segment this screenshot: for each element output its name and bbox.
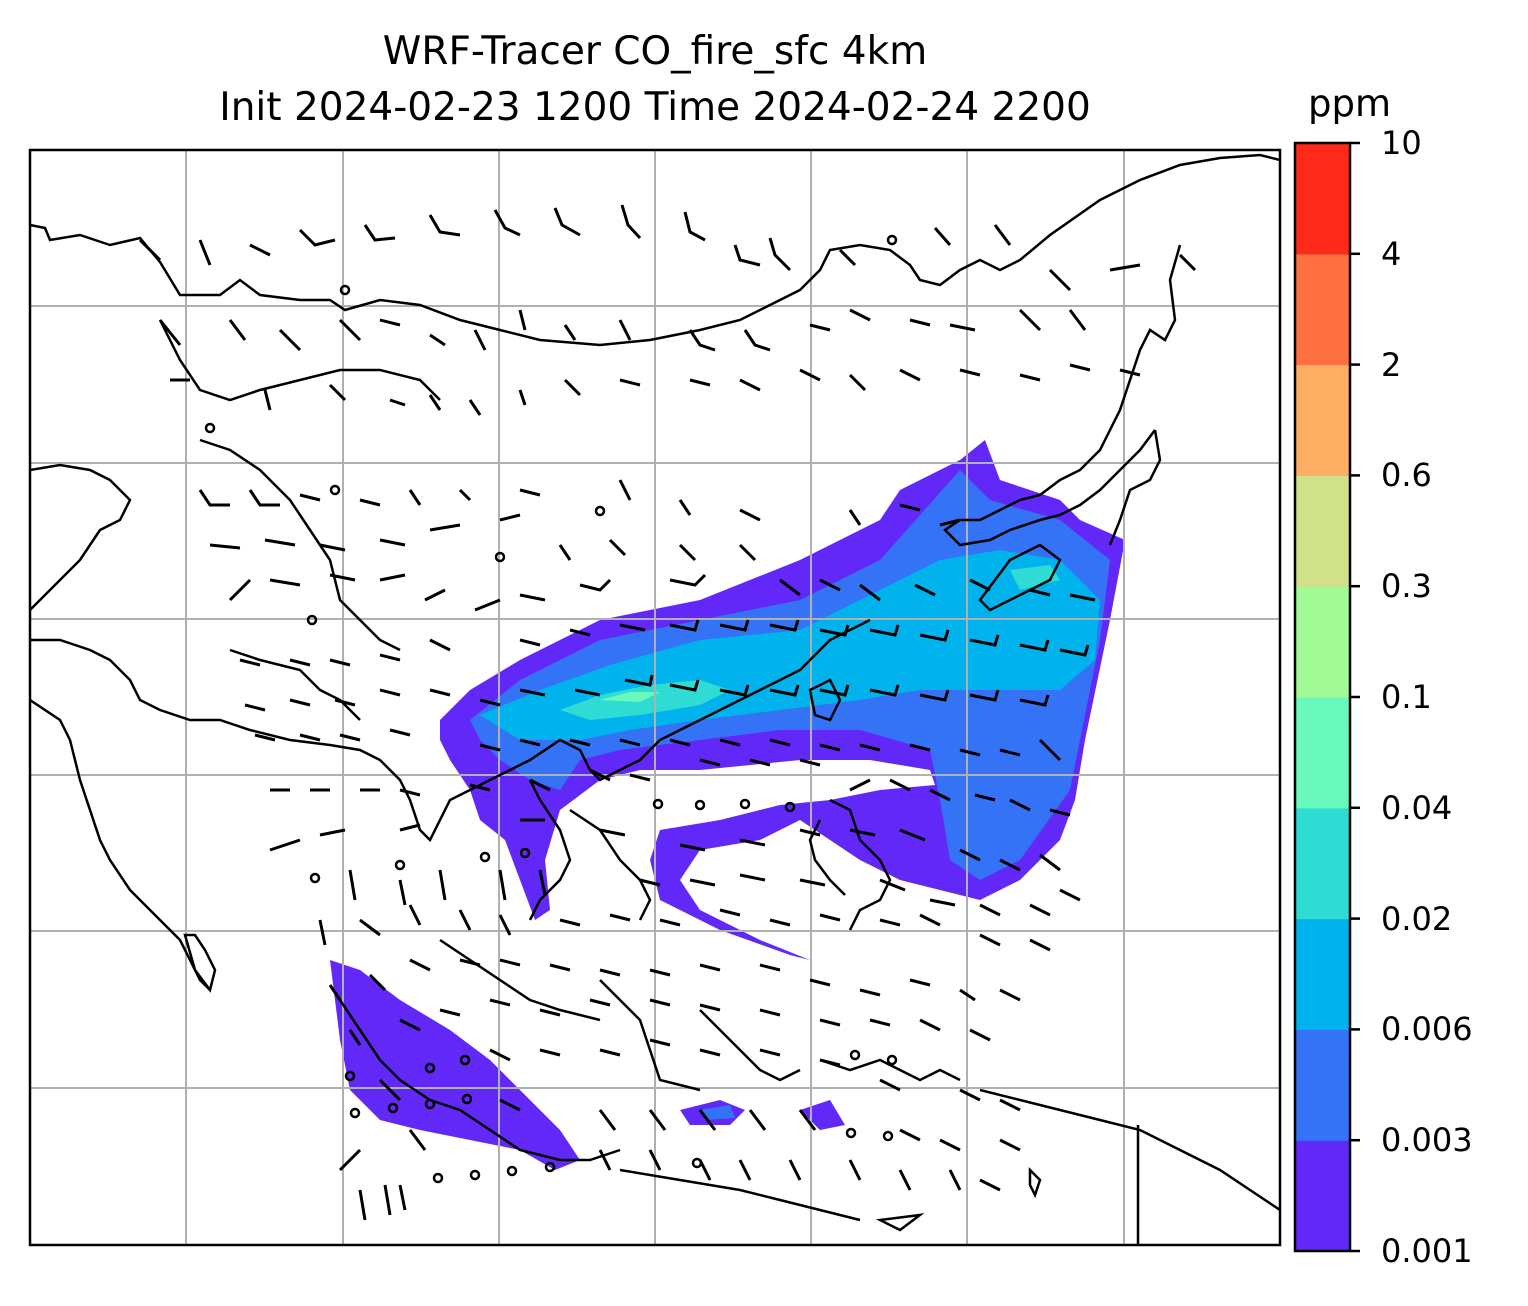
co-plume-layer <box>330 440 1125 1170</box>
colorbar-segment <box>1295 475 1350 587</box>
calm-wind-circles <box>204 234 898 1184</box>
map-title-line1: WRF-Tracer CO_fire_sfc 4km <box>382 29 928 74</box>
colorbar-tick-label: 10 <box>1381 124 1422 162</box>
colorbar-segment <box>1295 807 1350 920</box>
map-frame <box>28 148 1282 1247</box>
colorbar-tick-label: 4 <box>1381 234 1402 273</box>
colorbar-segment <box>1295 918 1350 1030</box>
map-title-line2: Init 2024-02-23 1200 Time 2024-02-24 220… <box>219 85 1091 130</box>
colorbar-segment <box>1295 253 1350 366</box>
colorbar-tick-label: 0.003 <box>1381 1121 1473 1160</box>
colorbar <box>1293 141 1360 1253</box>
colorbar-tick-label: 0.1 <box>1381 678 1432 716</box>
colorbar-segment <box>1295 697 1350 809</box>
colorbar-segment <box>1295 364 1350 476</box>
wind-barbs <box>138 204 1197 1221</box>
colorbar-unit-label: ppm <box>1308 82 1392 125</box>
colorbar-tick-label: 0.006 <box>1381 1010 1473 1049</box>
colorbar-tick-label: 0.04 <box>1381 788 1453 827</box>
colorbar-tick-label: 0.3 <box>1381 567 1432 606</box>
colorbar-tick-label: 0.02 <box>1381 899 1453 938</box>
coastlines <box>30 153 1280 1245</box>
colorbar-ticks <box>1350 141 1360 1253</box>
colorbar-segment <box>1295 1140 1350 1252</box>
colorbar-segments <box>1295 143 1350 1252</box>
colorbar-tick-label: 0.001 <box>1381 1232 1473 1270</box>
colorbar-segment <box>1295 586 1350 698</box>
colorbar-segment <box>1295 143 1350 255</box>
co-plume-south <box>330 960 580 1170</box>
colorbar-tick-label: 2 <box>1381 345 1402 384</box>
colorbar-segment <box>1295 1029 1350 1141</box>
colorbar-tick-label: 0.6 <box>1381 456 1432 495</box>
